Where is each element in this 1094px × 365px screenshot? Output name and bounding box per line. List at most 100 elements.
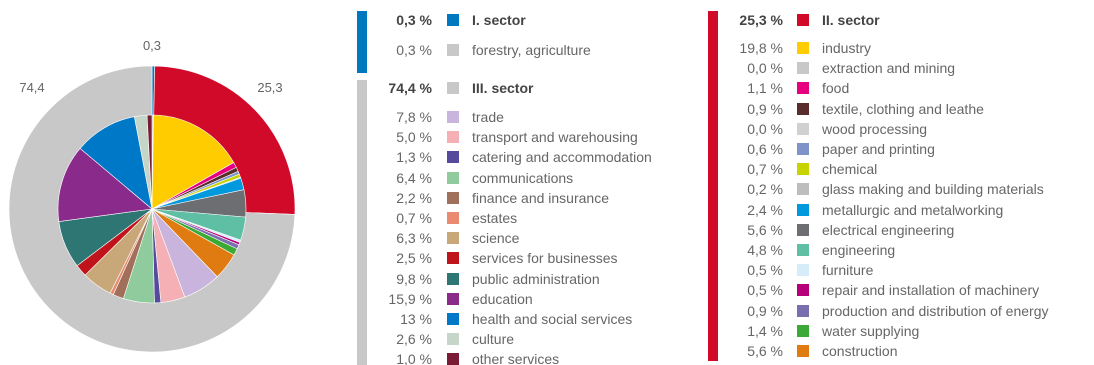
legend-label: industry	[822, 40, 872, 56]
legend-label: water supplying	[822, 322, 920, 339]
legend-label: culture	[472, 331, 515, 348]
legend-item-industry: 19,8 % industry	[705, 38, 1094, 58]
legend-percent: 0,6 %	[747, 141, 783, 157]
legend-swatch	[797, 345, 809, 357]
legend-swatch	[797, 284, 809, 297]
legend-swatch	[447, 333, 459, 346]
legend-item-transport-and-warehousing: 5,0 % transport and warehousing	[355, 127, 695, 147]
legend-swatch	[447, 252, 459, 265]
legend-label: services for businesses	[472, 250, 618, 267]
legend-swatch	[797, 183, 809, 196]
legend-percent: 0,3 %	[396, 42, 432, 58]
legend-swatch	[797, 304, 809, 317]
legend-header-ii-sector: 25,3 % II. sector	[705, 10, 1094, 30]
legend-percent: 13 %	[400, 311, 432, 327]
legend-percent: 2,4 %	[747, 201, 783, 218]
legend-percent: 2,5 %	[396, 250, 432, 267]
legend-percent: 5,6 %	[747, 221, 783, 238]
outer-label-ii-sector: 25,3	[257, 80, 282, 95]
legend-swatch	[797, 62, 809, 75]
legend-label: production and distribution of energy	[822, 302, 1049, 319]
inner-slice-other-services	[146, 114, 153, 210]
legend-label: textile, clothing and leathe	[822, 100, 984, 117]
legend-item-metallurgic-and-metalworking: 2,4 % metallurgic and metalworking	[705, 200, 1094, 220]
legend-percent: 0,0 %	[747, 60, 783, 77]
outer-label-i-sector: 0,3	[143, 38, 161, 53]
legend-item-catering-and-accommodation: 1,3 % catering and accommodation	[355, 147, 695, 167]
legend-swatch	[797, 143, 809, 155]
legend-item-public-administration: 9,8 % public administration	[355, 269, 695, 289]
legend-item-estates: 0,7 % estates	[355, 208, 695, 228]
legend-percent: 5,0 %	[396, 129, 432, 146]
legend-item-electrical-engineering: 5,6 % electrical engineering	[705, 220, 1094, 240]
legend-item-construction: 5,6 % construction	[705, 341, 1094, 361]
legend-header-i-sector: 0,3 % I. sector	[355, 10, 695, 30]
legend-percent: 74,4 %	[388, 80, 432, 96]
legend-percent: 0,2 %	[747, 181, 783, 198]
legend-percent: 19,8 %	[739, 40, 783, 56]
legend-label: forestry, agriculture	[472, 42, 591, 58]
legend-item-health-and-social-services: 13 % health and social services	[355, 309, 695, 329]
legend-swatch	[447, 292, 459, 305]
legend-swatch	[447, 353, 459, 365]
legend-percent: 6,4 %	[396, 169, 432, 186]
legend-label: public administration	[472, 270, 600, 287]
legend-percent: 6,3 %	[396, 230, 432, 247]
legend-swatch	[447, 14, 459, 26]
legend-item-culture: 2,6 % culture	[355, 329, 695, 349]
legend-percent: 0,5 %	[747, 282, 783, 299]
legend-swatch	[797, 122, 809, 135]
sector-1-bar	[357, 11, 367, 73]
legend-swatch	[797, 102, 809, 115]
legend-label: II. sector	[822, 12, 880, 28]
legend-item-other-services: 1,0 % other services	[355, 349, 695, 365]
legend-percent: 0,9 %	[747, 302, 783, 319]
legend-percent: 7,8 %	[396, 109, 432, 125]
legend-swatch	[797, 82, 809, 95]
legend-item-paper-and-printing: 0,6 % paper and printing	[705, 139, 1094, 159]
legend-label: catering and accommodation	[472, 149, 652, 166]
legend-swatch	[447, 82, 459, 94]
legend-swatch	[797, 163, 809, 176]
legend-percent: 1,4 %	[747, 322, 783, 339]
legend-label: construction	[822, 343, 898, 359]
legend-item-chemical: 0,7 % chemical	[705, 159, 1094, 179]
legend-label: I. sector	[472, 12, 526, 28]
legend-label: metallurgic and metalworking	[822, 201, 1004, 218]
legend-percent: 25,3 %	[739, 12, 783, 28]
legend-swatch	[797, 223, 809, 236]
legend-swatch	[797, 264, 809, 277]
legend-item-wood-processing: 0,0 % wood processing	[705, 119, 1094, 139]
legend-right-rows: 25,3 % II. sector 19,8 % industry 0,0 % extra…	[705, 0, 1094, 365]
legend-item-furniture: 0,5 % furniture	[705, 260, 1094, 280]
legend-label: estates	[472, 210, 518, 226]
legend-percent: 0,7 %	[747, 161, 783, 178]
sector-2-bar	[708, 11, 718, 361]
legend-label: electrical engineering	[822, 221, 955, 238]
legend-label: repair and installation of machinery	[822, 282, 1040, 299]
legend-item-water-supplying: 1,4 % water supplying	[705, 321, 1094, 341]
legend-label: health and social services	[472, 311, 633, 327]
legend-item-trade: 7,8 % trade	[355, 107, 695, 127]
outer-label-iii-sector: 74,4	[19, 80, 44, 95]
legend-swatch	[447, 111, 459, 123]
legend-label: extraction and mining	[822, 60, 956, 77]
legend-label: engineering	[822, 242, 896, 258]
legend-swatch	[797, 244, 809, 256]
legend-label: science	[472, 230, 520, 247]
legend-percent: 0,0 %	[747, 120, 783, 137]
legend-item-science: 6,3 % science	[355, 228, 695, 248]
legend-percent: 0,3 %	[396, 12, 432, 28]
legend-swatch	[447, 272, 459, 285]
legend-sector-1-and-3: 0,3 % I. sector 0,3 % forestry, agriculture…	[355, 0, 695, 365]
legend-swatch	[447, 313, 459, 325]
legend-sector-2: 25,3 % II. sector 19,8 % industry 0,0 % extra…	[705, 0, 1094, 365]
legend-percent: 0,9 %	[747, 100, 783, 117]
legend-header-iii-sector: 74,4 % III. sector	[355, 78, 695, 98]
legend-label: III. sector	[472, 80, 534, 96]
legend-item-communications: 6,4 % communications	[355, 168, 695, 188]
legend-label: trade	[472, 109, 504, 125]
legend-item-repair-and-installation-of-machinery: 0,5 % repair and installation of machiner…	[705, 280, 1094, 300]
legend-label: food	[822, 80, 850, 97]
legend-swatch	[447, 232, 459, 245]
